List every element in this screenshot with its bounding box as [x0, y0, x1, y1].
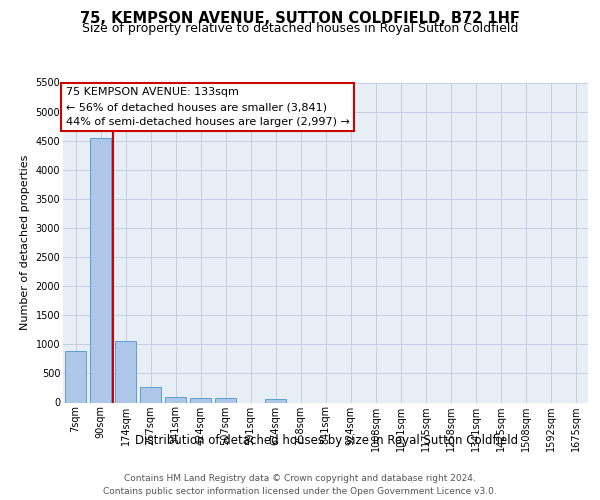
Bar: [165, 398, 186, 402]
Bar: [265, 400, 286, 402]
Text: 75, KEMPSON AVENUE, SUTTON COLDFIELD, B72 1HF: 75, KEMPSON AVENUE, SUTTON COLDFIELD, B7…: [80, 11, 520, 26]
Y-axis label: Number of detached properties: Number of detached properties: [20, 155, 30, 330]
Bar: [65, 352, 86, 403]
Bar: [140, 387, 161, 402]
Text: 75 KEMPSON AVENUE: 133sqm
← 56% of detached houses are smaller (3,841)
44% of se: 75 KEMPSON AVENUE: 133sqm ← 56% of detac…: [65, 88, 349, 127]
Bar: [215, 398, 236, 402]
Text: Distribution of detached houses by size in Royal Sutton Coldfield: Distribution of detached houses by size …: [136, 434, 518, 447]
Bar: [90, 138, 111, 402]
Text: Contains HM Land Registry data © Crown copyright and database right 2024.
Contai: Contains HM Land Registry data © Crown c…: [103, 474, 497, 496]
Bar: [190, 398, 211, 402]
Bar: [115, 341, 136, 402]
Text: Size of property relative to detached houses in Royal Sutton Coldfield: Size of property relative to detached ho…: [82, 22, 518, 35]
